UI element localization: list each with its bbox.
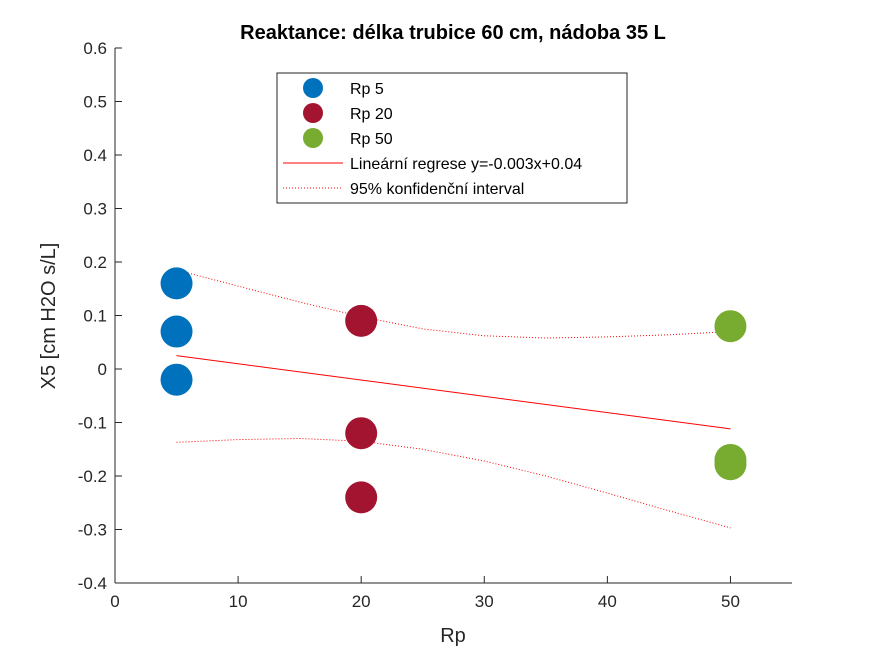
- data-point: [714, 310, 747, 343]
- plot-area: 0 10 20 30 40 50 -0.4 -0.3 -0.2 -0.1 0 0.1 0.2 0.3 0.4…: [78, 39, 792, 611]
- y-tick-label: 0.4: [83, 146, 107, 165]
- y-tick-label: 0.6: [83, 39, 107, 58]
- legend-entry-label: Rp 20: [350, 106, 393, 123]
- legend-marker: [303, 78, 323, 98]
- x-tick-label: 30: [475, 592, 494, 611]
- data-point: [714, 448, 747, 481]
- legend-box: [276, 72, 628, 204]
- y-tick-label: -0.1: [78, 414, 107, 433]
- legend-marker: [303, 103, 323, 123]
- x-tick-label: 10: [229, 592, 248, 611]
- y-tick-label: -0.4: [78, 574, 107, 593]
- x-tick-label: 50: [721, 592, 740, 611]
- legend-entry-label: Lineární regrese y=-0.003x+0.04: [350, 156, 582, 173]
- y-tick-label: -0.3: [78, 521, 107, 540]
- data-point: [345, 417, 378, 450]
- chart-title: Reaktance: délka trubice 60 cm, nádoba 3…: [240, 22, 666, 44]
- legend: Rp 5 Rp 20 Rp 50 Lineární regrese y=-0.003x…: [276, 72, 628, 204]
- x-tick-label: 40: [598, 592, 617, 611]
- data-point: [160, 315, 193, 348]
- y-axis-title: X5 [cm H2O s/L]: [38, 243, 60, 390]
- regression-line: [176, 355, 731, 430]
- data-point: [160, 267, 193, 300]
- y-tick-label: 0.1: [83, 307, 107, 326]
- confidence-lower-line: [176, 437, 731, 529]
- x-axis-title: Rp: [440, 625, 466, 647]
- y-tick-label: 0.3: [83, 200, 107, 219]
- data-point: [345, 481, 378, 514]
- confidence-upper-line: [176, 269, 731, 339]
- y-tick-label: 0.5: [83, 93, 107, 112]
- x-tick-label: 20: [352, 592, 371, 611]
- y-tick-label: 0.2: [83, 253, 107, 272]
- legend-entry-label: Rp 5: [350, 81, 384, 98]
- y-tick-label: -0.2: [78, 467, 107, 486]
- legend-entry-label: Rp 50: [350, 131, 393, 148]
- legend-marker: [303, 128, 323, 148]
- data-point: [345, 304, 378, 337]
- data-point: [160, 363, 193, 396]
- legend-entry-label: 95% konfidenční interval: [350, 181, 524, 198]
- x-tick-label: 0: [110, 592, 119, 611]
- y-tick-label: 0: [98, 360, 107, 379]
